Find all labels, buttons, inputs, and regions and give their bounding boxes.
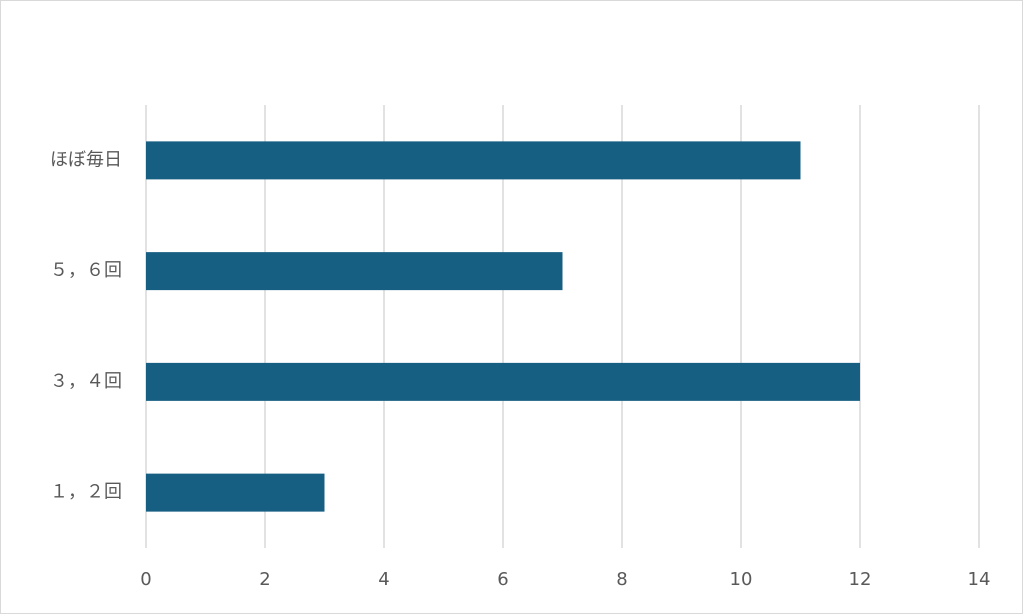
x-tick-label: 8 [616,569,627,590]
x-tick-label: 10 [730,569,753,590]
bar [146,473,325,512]
x-tick-label: 4 [378,569,389,590]
y-tick-label: ５，６回 [50,260,122,281]
bar [146,362,860,401]
y-tick-label: ほぼ毎日 [50,149,122,170]
bar [146,141,801,180]
bar [146,252,563,291]
y-tick-label: １，２回 [50,482,122,503]
y-tick-label: ３，４回 [50,371,122,392]
x-tick-label: 14 [968,569,991,590]
x-tick-label: 6 [497,569,508,590]
x-tick-label: 2 [259,569,270,590]
x-tick-label: 12 [849,569,872,590]
x-tick-label: 0 [140,569,151,590]
